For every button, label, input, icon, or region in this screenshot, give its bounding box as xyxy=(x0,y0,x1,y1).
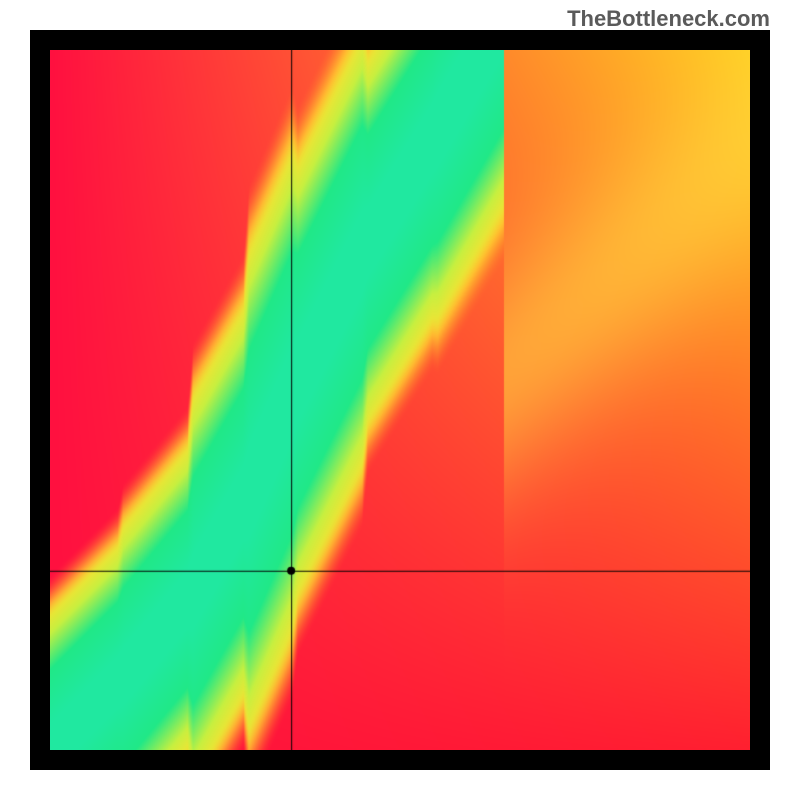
plot-frame xyxy=(30,30,770,770)
watermark-text: TheBottleneck.com xyxy=(567,6,770,32)
heatmap-canvas xyxy=(50,50,750,750)
